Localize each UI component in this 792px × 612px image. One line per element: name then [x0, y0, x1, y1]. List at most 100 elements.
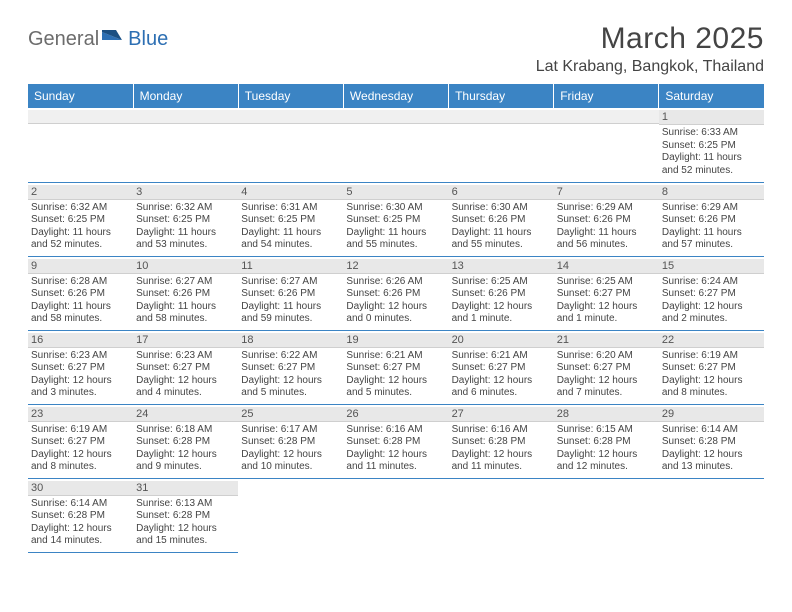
calendar-cell: 19Sunrise: 6:21 AMSunset: 6:27 PMDayligh…: [343, 330, 448, 404]
calendar-cell: 4Sunrise: 6:31 AMSunset: 6:25 PMDaylight…: [238, 182, 343, 256]
day-number: 14: [554, 259, 659, 274]
day-number: 13: [449, 259, 554, 274]
day-details: Sunrise: 6:29 AMSunset: 6:26 PMDaylight:…: [662, 202, 760, 252]
location-subtitle: Lat Krabang, Bangkok, Thailand: [536, 58, 764, 76]
day-details: Sunrise: 6:30 AMSunset: 6:26 PMDaylight:…: [452, 202, 550, 252]
day-number: 18: [238, 333, 343, 348]
day-number: 30: [28, 481, 133, 496]
calendar-cell: 7Sunrise: 6:29 AMSunset: 6:26 PMDaylight…: [554, 182, 659, 256]
calendar-cell: 1Sunrise: 6:33 AMSunset: 6:25 PMDaylight…: [659, 108, 764, 182]
day-details: Sunrise: 6:27 AMSunset: 6:26 PMDaylight:…: [136, 276, 234, 326]
day-details: Sunrise: 6:22 AMSunset: 6:27 PMDaylight:…: [241, 350, 339, 400]
day-number: 19: [343, 333, 448, 348]
day-number: 31: [133, 481, 238, 496]
calendar-week-row: 16Sunrise: 6:23 AMSunset: 6:27 PMDayligh…: [28, 330, 764, 404]
day-number: 21: [554, 333, 659, 348]
brand-logo: General Blue: [28, 22, 168, 51]
calendar-cell: 20 Sunrise: 6:21 AMSunset: 6:27 PMDayligh…: [449, 330, 554, 404]
day-number: 20: [449, 333, 554, 348]
calendar-cell: 30 Sunrise: 6:14 AMSunset: 6:28 PMDayligh…: [28, 478, 133, 552]
day-number: 10: [133, 259, 238, 274]
day-details: Sunrise: 6:21 AMSunset: 6:27 PMDaylight:…: [452, 350, 550, 400]
day-number: 17: [133, 333, 238, 348]
brand-part1: General: [28, 28, 99, 51]
calendar-cell: [659, 478, 764, 552]
calendar-cell: 24Sunrise: 6:18 AMSunset: 6:28 PMDayligh…: [133, 404, 238, 478]
day-details: Sunrise: 6:26 AMSunset: 6:26 PMDaylight:…: [346, 276, 444, 326]
page-header: General Blue March 2025 Lat Krabang, Ban…: [28, 22, 764, 76]
calendar-cell: 13 Sunrise: 6:25 AMSunset: 6:26 PMDayligh…: [449, 256, 554, 330]
calendar-table: SundayMondayTuesdayWednesdayThursdayFrid…: [28, 84, 764, 553]
day-details: Sunrise: 6:24 AMSunset: 6:27 PMDaylight:…: [662, 276, 760, 326]
day-details: Sunrise: 6:32 AMSunset: 6:25 PMDaylight:…: [136, 202, 234, 252]
day-number: 1: [659, 110, 764, 125]
day-details: Sunrise: 6:14 AMSunset: 6:28 PMDaylight:…: [662, 424, 760, 474]
calendar-cell: 28Sunrise: 6:15 AMSunset: 6:28 PMDayligh…: [554, 404, 659, 478]
day-number: 24: [133, 407, 238, 422]
day-header: Thursday: [449, 84, 554, 108]
calendar-cell: [343, 478, 448, 552]
calendar-week-row: 1Sunrise: 6:33 AMSunset: 6:25 PMDaylight…: [28, 108, 764, 182]
day-number: 23: [28, 407, 133, 422]
day-number: 29: [659, 407, 764, 422]
day-number: 12: [343, 259, 448, 274]
calendar-week-row: 23Sunrise: 6:19 AMSunset: 6:27 PMDayligh…: [28, 404, 764, 478]
calendar-cell: 29 Sunrise: 6:14 AMSunset: 6:28 PMDayligh…: [659, 404, 764, 478]
calendar-cell: 3 Sunrise: 6:32 AMSunset: 6:25 PMDaylight…: [133, 182, 238, 256]
day-number: 22: [659, 333, 764, 348]
calendar-cell: [28, 108, 133, 182]
day-details: Sunrise: 6:31 AMSunset: 6:25 PMDaylight:…: [241, 202, 339, 252]
day-details: Sunrise: 6:25 AMSunset: 6:26 PMDaylight:…: [452, 276, 550, 326]
calendar-cell: 18 Sunrise: 6:22 AMSunset: 6:27 PMDayligh…: [238, 330, 343, 404]
calendar-cell: 31 Sunrise: 6:13 AMSunset: 6:28 PMDayligh…: [133, 478, 238, 552]
day-details: Sunrise: 6:32 AMSunset: 6:25 PMDaylight:…: [31, 202, 129, 252]
calendar-cell: 10 Sunrise: 6:27 AMSunset: 6:26 PMDayligh…: [133, 256, 238, 330]
day-details: Sunrise: 6:27 AMSunset: 6:26 PMDaylight:…: [241, 276, 339, 326]
calendar-cell: [133, 108, 238, 182]
calendar-body: 1Sunrise: 6:33 AMSunset: 6:25 PMDaylight…: [28, 108, 764, 552]
calendar-cell: 14 Sunrise: 6:25 AMSunset: 6:27 PMDayligh…: [554, 256, 659, 330]
day-header: Friday: [554, 84, 659, 108]
calendar-cell: 8 Sunrise: 6:29 AMSunset: 6:26 PMDaylight…: [659, 182, 764, 256]
calendar-cell: 2 Sunrise: 6:32 AMSunset: 6:25 PMDaylight…: [28, 182, 133, 256]
day-number: 11: [238, 259, 343, 274]
day-details: Sunrise: 6:30 AMSunset: 6:25 PMDaylight:…: [346, 202, 444, 252]
day-details: Sunrise: 6:25 AMSunset: 6:27 PMDaylight:…: [557, 276, 655, 326]
calendar-header-row: SundayMondayTuesdayWednesdayThursdayFrid…: [28, 84, 764, 108]
calendar-cell: 27Sunrise: 6:16 AMSunset: 6:28 PMDayligh…: [449, 404, 554, 478]
day-number: 15: [659, 259, 764, 274]
calendar-cell: [238, 478, 343, 552]
day-number: 8: [659, 185, 764, 200]
calendar-week-row: 9Sunrise: 6:28 AMSunset: 6:26 PMDaylight…: [28, 256, 764, 330]
calendar-cell: 12 Sunrise: 6:26 AMSunset: 6:26 PMDayligh…: [343, 256, 448, 330]
calendar-cell: 11 Sunrise: 6:27 AMSunset: 6:26 PMDayligh…: [238, 256, 343, 330]
day-header: Tuesday: [238, 84, 343, 108]
day-number: 28: [554, 407, 659, 422]
calendar-cell: [554, 108, 659, 182]
calendar-cell: 22Sunrise: 6:19 AMSunset: 6:27 PMDayligh…: [659, 330, 764, 404]
day-number: 2: [28, 185, 133, 200]
title-block: March 2025 Lat Krabang, Bangkok, Thailan…: [536, 22, 764, 76]
day-details: Sunrise: 6:14 AMSunset: 6:28 PMDaylight:…: [31, 498, 129, 548]
day-details: Sunrise: 6:23 AMSunset: 6:27 PMDaylight:…: [31, 350, 129, 400]
calendar-cell: 9Sunrise: 6:28 AMSunset: 6:26 PMDaylight…: [28, 256, 133, 330]
day-header: Wednesday: [343, 84, 448, 108]
day-details: Sunrise: 6:13 AMSunset: 6:28 PMDaylight:…: [136, 498, 234, 548]
day-number: 3: [133, 185, 238, 200]
calendar-cell: [449, 478, 554, 552]
day-number: 5: [343, 185, 448, 200]
calendar-cell: 5 Sunrise: 6:30 AMSunset: 6:25 PMDaylight…: [343, 182, 448, 256]
day-details: Sunrise: 6:16 AMSunset: 6:28 PMDaylight:…: [346, 424, 444, 474]
calendar-cell: 26 Sunrise: 6:16 AMSunset: 6:28 PMDayligh…: [343, 404, 448, 478]
day-header: Monday: [133, 84, 238, 108]
day-number: 6: [449, 185, 554, 200]
day-details: Sunrise: 6:17 AMSunset: 6:28 PMDaylight:…: [241, 424, 339, 474]
calendar-cell: [554, 478, 659, 552]
day-number: 26: [343, 407, 448, 422]
calendar-cell: 25Sunrise: 6:17 AMSunset: 6:28 PMDayligh…: [238, 404, 343, 478]
day-number: 7: [554, 185, 659, 200]
calendar-cell: [238, 108, 343, 182]
day-number: 27: [449, 407, 554, 422]
calendar-cell: 23Sunrise: 6:19 AMSunset: 6:27 PMDayligh…: [28, 404, 133, 478]
day-details: Sunrise: 6:23 AMSunset: 6:27 PMDaylight:…: [136, 350, 234, 400]
